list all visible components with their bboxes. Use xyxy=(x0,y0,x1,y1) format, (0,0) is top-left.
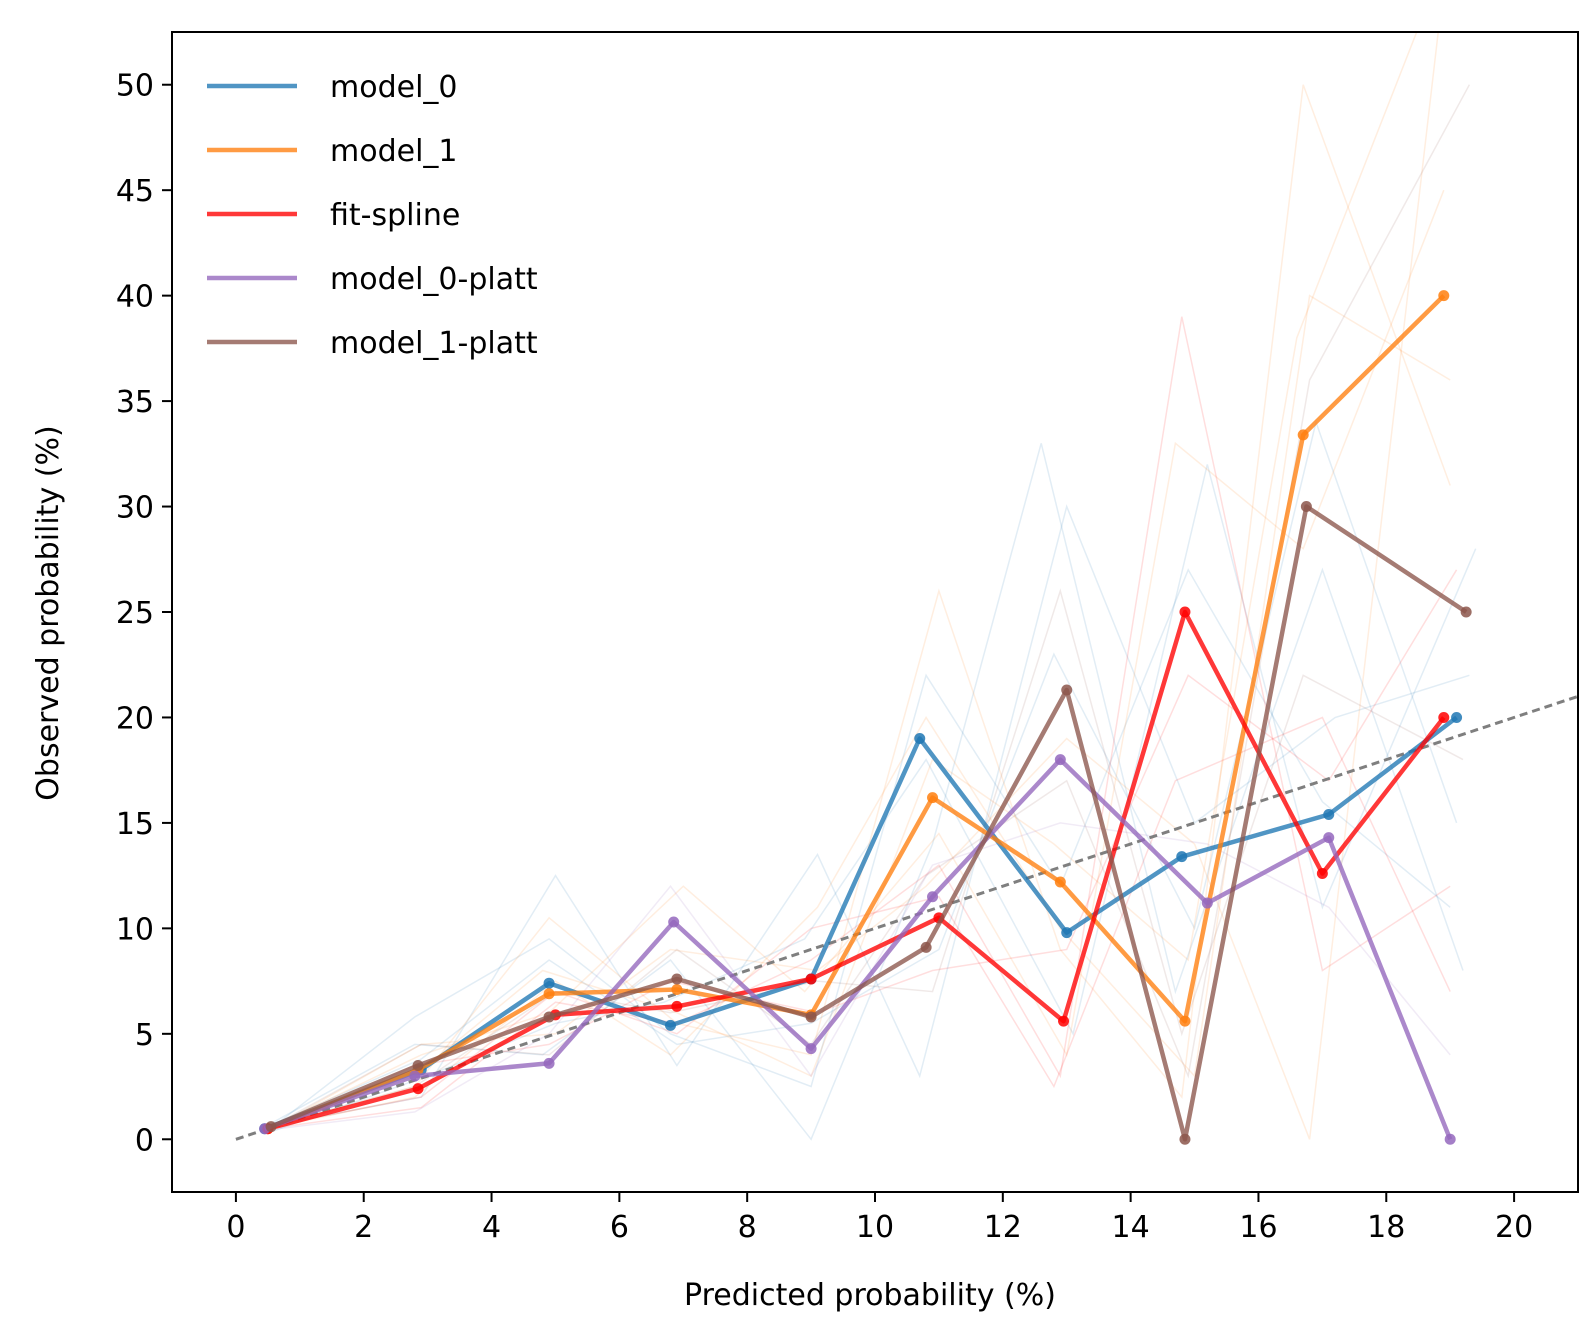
legend: model_0 model_1 fit-spline model_0-plattmod… xyxy=(207,70,538,361)
data-point xyxy=(1179,606,1191,618)
data-point xyxy=(412,1059,424,1071)
background-trace xyxy=(267,32,1418,1128)
data-point xyxy=(1061,684,1073,696)
y-tick-label: 25 xyxy=(116,596,154,631)
y-tick-label: 10 xyxy=(116,912,154,947)
data-point xyxy=(1444,1133,1456,1145)
data-point xyxy=(1460,606,1472,618)
x-tick-label: 4 xyxy=(482,1210,501,1245)
y-tick-label: 20 xyxy=(116,701,154,736)
y-tick-label: 0 xyxy=(135,1123,154,1158)
data-point xyxy=(805,973,817,985)
legend-label: model_1-platt xyxy=(330,326,538,361)
series-line xyxy=(263,715,1458,1131)
y-tick-label: 15 xyxy=(116,807,154,842)
x-tick-label: 12 xyxy=(984,1210,1022,1245)
data-point xyxy=(1054,876,1066,888)
data-point xyxy=(805,1043,817,1055)
background-trace xyxy=(267,84,1471,1130)
data-point xyxy=(805,1011,817,1023)
x-tick-label: 0 xyxy=(226,1210,245,1245)
y-tick-label: 40 xyxy=(116,280,154,315)
x-tick-label: 6 xyxy=(610,1210,629,1245)
data-point xyxy=(265,1121,277,1133)
data-point xyxy=(664,1019,676,1031)
x-tick-label: 2 xyxy=(354,1210,373,1245)
legend-label: fit-spline xyxy=(330,198,460,233)
data-point xyxy=(1179,1133,1191,1145)
x-tick-label: 18 xyxy=(1367,1210,1405,1245)
background-trace xyxy=(267,504,1470,1128)
data-point xyxy=(914,733,926,745)
data-point xyxy=(927,891,939,903)
x-axis-label: Predicted probability (%) xyxy=(684,1278,1056,1313)
x-tick-label: 14 xyxy=(1112,1210,1150,1245)
data-point xyxy=(1179,1015,1191,1027)
background-trace xyxy=(267,189,1445,1130)
data-point xyxy=(412,1083,424,1095)
data-point xyxy=(1201,897,1213,909)
data-point xyxy=(671,984,683,996)
series-line xyxy=(263,757,1453,1141)
legend-label: model_1 xyxy=(330,134,458,169)
data-point xyxy=(409,1070,421,1082)
series-line xyxy=(270,504,1468,1142)
y-axis-label: Observed probability (%) xyxy=(31,425,66,800)
x-tick-label: 8 xyxy=(738,1210,757,1245)
background-trace xyxy=(267,568,1451,1132)
y-tick-label: 30 xyxy=(116,491,154,526)
legend-label: model_0-platt xyxy=(330,262,538,297)
data-point xyxy=(671,1000,683,1012)
data-point xyxy=(543,977,555,989)
data-point xyxy=(1323,832,1335,844)
x-tick-label: 16 xyxy=(1239,1210,1277,1245)
data-point xyxy=(543,1057,555,1069)
data-point xyxy=(1176,851,1188,863)
data-point xyxy=(1054,754,1066,766)
data-point xyxy=(1316,868,1328,880)
plot-area xyxy=(235,32,1578,1145)
background-trace xyxy=(267,84,1451,1130)
y-tick-label: 50 xyxy=(116,69,154,104)
background-trace xyxy=(261,443,1464,1141)
data-point xyxy=(668,916,680,928)
data-point xyxy=(927,792,939,804)
y-tick-label: 5 xyxy=(135,1018,154,1053)
background-trace xyxy=(267,716,1451,1128)
data-point xyxy=(1297,429,1309,441)
data-point xyxy=(1323,808,1335,820)
x-tick-label: 10 xyxy=(856,1210,894,1245)
data-point xyxy=(671,973,683,985)
series-line xyxy=(267,609,1446,1131)
x-tick-label: 20 xyxy=(1495,1210,1533,1245)
data-point xyxy=(1451,711,1463,723)
data-point xyxy=(1061,927,1073,939)
data-point xyxy=(920,941,932,953)
data-point xyxy=(1058,1015,1070,1027)
y-tick-label: 45 xyxy=(116,174,154,209)
data-point xyxy=(1300,501,1312,513)
data-point xyxy=(1438,711,1450,723)
data-point xyxy=(543,988,555,1000)
legend-label: model_0 xyxy=(330,70,458,105)
y-tick-label: 35 xyxy=(116,385,154,420)
data-point xyxy=(543,1011,555,1023)
data-point xyxy=(1438,290,1450,302)
axes: 0 2 4 6 8 10 12 14 16 18 20 0 5 10 15 20 25 30 35 40 45 50 xyxy=(116,31,1579,1245)
